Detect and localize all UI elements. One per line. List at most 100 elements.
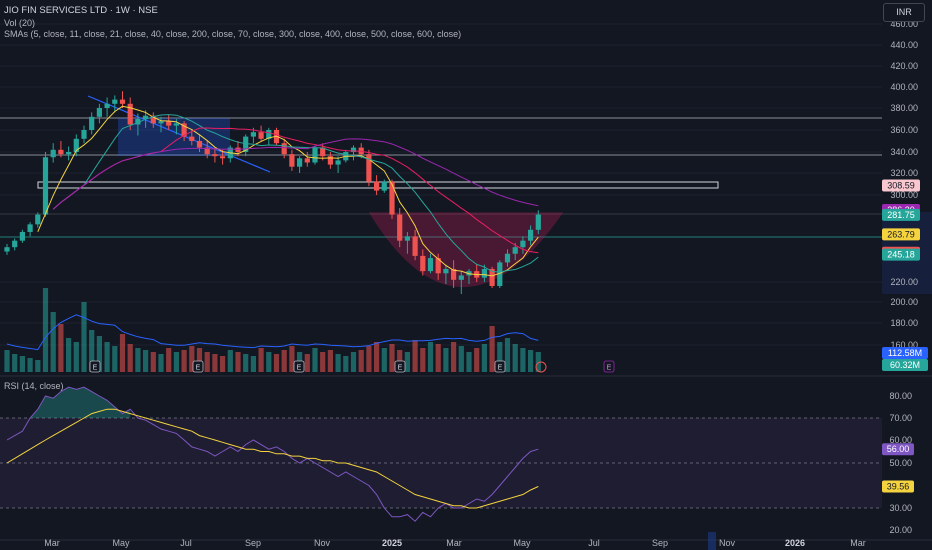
volume-label-box [882, 359, 928, 371]
volume-label: 112.58M [882, 347, 928, 359]
candle-body [435, 258, 441, 274]
future-earnings-marker: E [603, 360, 615, 373]
candle-body [535, 214, 541, 230]
rsi-legend[interactable]: RSI (14, close) [4, 381, 64, 391]
price-label: 308.59 [882, 179, 920, 192]
time-range-highlight [708, 532, 716, 550]
volume-bar [235, 352, 241, 372]
volume-bar [435, 344, 441, 372]
rsi-tick-label: 30.00 [889, 503, 912, 513]
price-label-text: 281.75 [887, 210, 915, 220]
volume-bar [528, 350, 534, 372]
volume-bar [289, 346, 295, 372]
volume-bar [166, 348, 172, 372]
price-label: 263.79 [882, 228, 920, 241]
rsi-value-text: 39.56 [887, 481, 910, 491]
price-tick-label: 400.00 [890, 82, 918, 92]
volume-bar [96, 336, 102, 372]
rsi-line [6, 386, 539, 522]
candle-body [104, 103, 110, 108]
candle-body [528, 229, 534, 241]
price-label-box [882, 179, 920, 192]
price-tick-label: 380.00 [890, 103, 918, 113]
volume-bar [4, 350, 10, 372]
price-tick-label: 160.00 [890, 340, 918, 350]
grid [0, 23, 882, 346]
candle-body [481, 268, 487, 278]
volume-label-text: 112.58M [888, 348, 922, 358]
time-tick-label: Nov [719, 538, 736, 548]
sma-40-line [52, 138, 539, 210]
volume-bar [35, 360, 41, 372]
volume-bar [427, 342, 434, 372]
candle-body [335, 160, 341, 165]
candle-body [404, 236, 410, 241]
volume-bar [320, 352, 326, 372]
candle-body [42, 157, 49, 215]
candle-body [258, 132, 264, 139]
candle-body [374, 181, 380, 191]
price-tick-label: 220.00 [890, 277, 918, 287]
volume-bar [335, 354, 341, 372]
candle-body [19, 231, 25, 241]
currency-button[interactable]: INR [883, 3, 925, 22]
earnings-label: E [93, 365, 98, 372]
sma-legend[interactable]: SMAs (5, close, 11, close, 21, close, 40… [4, 29, 462, 39]
price-label: 281.75 [882, 208, 920, 221]
volume-bar [189, 346, 195, 372]
volume-bar [112, 346, 118, 372]
volume-bar [535, 352, 541, 372]
candle-body [212, 154, 218, 157]
chart-title: JIO FIN SERVICES LTD · 1W · NSE [4, 5, 158, 16]
time-tick-label: May [112, 538, 130, 548]
volume-bar [443, 348, 449, 372]
time-tick-label: Nov [314, 538, 331, 548]
volume-bar [451, 342, 457, 372]
earnings-label: E [196, 365, 201, 372]
earnings-box [394, 360, 406, 373]
price-tick-label: 320.00 [890, 168, 918, 178]
time-tick-label: Jul [588, 538, 600, 548]
volume-bar [504, 338, 511, 372]
candle-body [297, 158, 303, 167]
volume-bar [50, 312, 56, 372]
volume-bar [304, 354, 310, 372]
candle-body [89, 116, 95, 130]
candle-body [389, 181, 395, 215]
candle-body [243, 136, 249, 152]
volume-bar [181, 350, 187, 372]
candle-body [350, 147, 357, 152]
price-label-box [882, 248, 920, 261]
volume-bar [89, 330, 95, 372]
volume-legend[interactable]: Vol (20) [4, 18, 36, 28]
volume-bar [127, 344, 133, 372]
volume-bar [150, 352, 156, 372]
candle-body [489, 268, 495, 286]
candle-body [158, 121, 164, 124]
candle-body [412, 236, 418, 256]
candle-body [327, 156, 333, 165]
earnings-label: E [607, 365, 612, 372]
candle-body [204, 147, 210, 155]
volume-ma-line [6, 314, 539, 351]
candle-body [35, 214, 41, 225]
time-tick-label: Mar [446, 538, 462, 548]
time-tick-label: Mar [44, 538, 60, 548]
candle-body [451, 268, 457, 280]
volume-bar [266, 352, 272, 372]
candle-body [189, 136, 195, 141]
candle-body [127, 103, 133, 125]
volume-bar [243, 354, 249, 372]
candle-body [50, 149, 56, 158]
candle-body [381, 181, 387, 191]
candle-body [504, 253, 511, 263]
volume-bar [66, 338, 72, 372]
volume-bar [327, 350, 333, 372]
volume-bar [73, 342, 79, 372]
volume-bar [58, 324, 64, 372]
price-tick-label: 200.00 [890, 297, 918, 307]
earnings-box [293, 360, 305, 373]
price-tick-label: 460.00 [890, 19, 918, 29]
candle-body [112, 99, 118, 104]
volume-bar [258, 348, 264, 372]
